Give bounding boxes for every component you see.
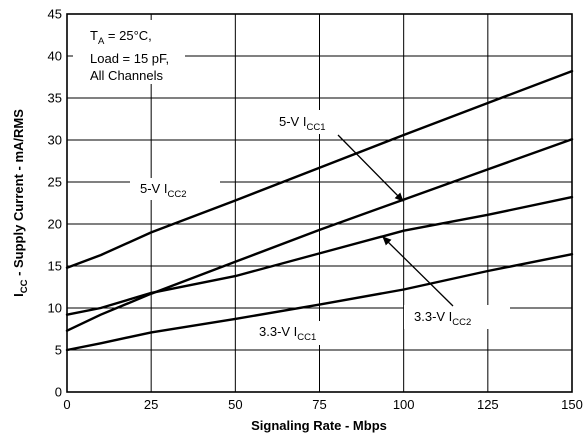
y-tick-label: 0 [55,385,62,400]
series-line-5v-icc2 [65,69,574,269]
x-tick-label: 50 [228,397,242,412]
y-tick-label: 30 [48,133,62,148]
y-tick-label: 15 [48,259,62,274]
x-tick-label: 125 [477,397,499,412]
y-tick-label: 5 [55,343,62,358]
plot-frame [66,13,573,393]
series-line-33v-icc2 [65,195,574,316]
series-label-5v-icc2: 5-V ICC2 [140,181,186,200]
tick-labels: 0 25 50 75 100 125 150 0 5 10 15 20 25 30 35 40 45 [48,7,583,413]
series-line-5v-icc1 [65,137,574,332]
condition-temperature: TA = 25°C, [90,28,152,47]
x-tick-label: 25 [144,397,158,412]
label-bg-33v-icc1 [250,321,350,345]
arrow-33v-icc2 [382,236,454,307]
conditions-background [73,20,185,84]
x-tick-label: 150 [561,397,583,412]
label-bg-5v-icc2 [130,178,220,200]
y-tick-label: 45 [48,7,62,22]
y-tick-label: 40 [48,49,62,64]
y-tick-label: 20 [48,217,62,232]
y-axis-title: ICC - Supply Current - mA/RMS [11,109,30,297]
series-label-33v-icc2: 3.3-V ICC2 [414,309,471,328]
x-tick-label: 100 [393,397,415,412]
x-tick-label: 0 [63,397,70,412]
series-label-5v-icc1: 5-V ICC1 [279,114,325,133]
label-bg-33v-icc2 [404,305,510,329]
y-tick-label: 25 [48,175,62,190]
conditions-annotation: TA = 25°C, Load = 15 pF, All Channels [73,20,185,84]
y-tick-label: 10 [48,301,62,316]
series-line-33v-icc1 [65,252,574,352]
x-axis-title: Signaling Rate - Mbps [251,418,387,433]
arrow-5v-icc1 [337,134,404,202]
condition-load: Load = 15 pF, [90,51,169,66]
series-lines [65,69,574,352]
y-tick-label: 35 [48,91,62,106]
label-bg-5v-icc1 [270,110,362,134]
series-labels: 5-V ICC1 5-V ICC2 3.3-V ICC2 3.3-V ICC1 [130,110,510,345]
x-tick-label: 75 [312,397,326,412]
series-label-33v-icc1: 3.3-V ICC1 [259,324,316,343]
condition-channels: All Channels [90,68,163,83]
